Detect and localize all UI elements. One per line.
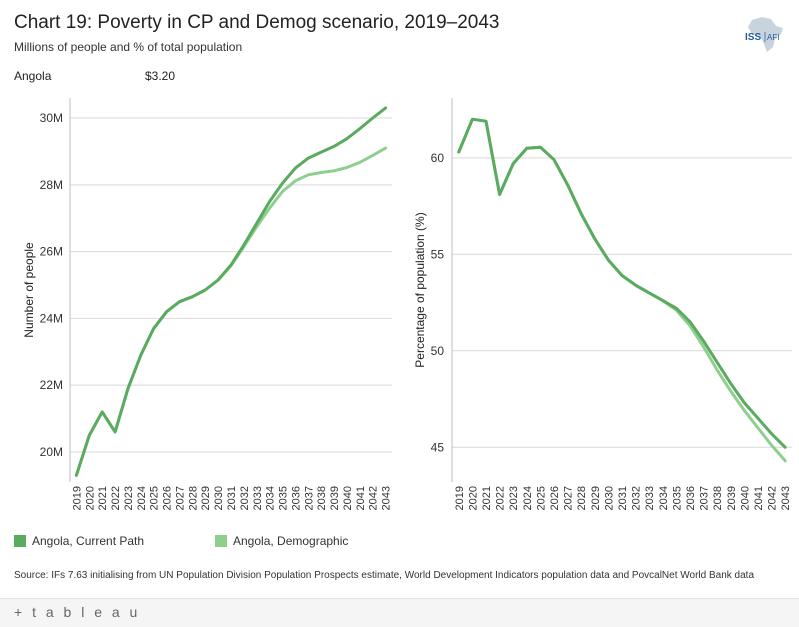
y-axis-label: Number of people bbox=[22, 242, 36, 338]
x-tick-label: 2034 bbox=[658, 486, 670, 510]
x-tick-label: 2022 bbox=[495, 486, 507, 510]
chart-subtitle: Millions of people and % of total popula… bbox=[14, 40, 243, 54]
tableau-footer: + t a b l e a u bbox=[0, 598, 799, 627]
x-tick-label: 2021 bbox=[481, 486, 493, 510]
x-tick-label: 2031 bbox=[617, 486, 629, 510]
x-tick-label: 2041 bbox=[355, 486, 367, 510]
x-tick-label: 2019 bbox=[454, 486, 466, 510]
x-tick-label: 2037 bbox=[699, 486, 711, 510]
chart-title: Chart 19: Poverty in CP and Demog scenar… bbox=[14, 12, 500, 33]
x-tick-label: 2036 bbox=[290, 486, 302, 510]
x-tick-label: 2023 bbox=[508, 486, 520, 510]
legend-item-demographic[interactable]: Angola, Demographic bbox=[215, 534, 348, 548]
iss-africa-logo: ISS AFI bbox=[745, 17, 783, 52]
x-tick-label: 2039 bbox=[329, 486, 341, 510]
x-tick-label: 2043 bbox=[381, 486, 393, 510]
x-tick-label: 2032 bbox=[631, 486, 643, 510]
y-tick-label: 45 bbox=[431, 440, 445, 454]
y-axis-label: Percentage of population (%) bbox=[413, 212, 427, 367]
chart-percentage: 45 50 55 60 Percentage of population (%) 2019… bbox=[413, 98, 792, 510]
x-tick-label: 2021 bbox=[97, 486, 109, 510]
x-tick-label: 2030 bbox=[213, 486, 225, 510]
x-tick-label: 2037 bbox=[303, 486, 315, 510]
y-tick-label: 28M bbox=[40, 178, 63, 192]
x-tick-label: 2024 bbox=[136, 486, 148, 510]
x-tick-label: 2032 bbox=[239, 486, 251, 510]
x-tick-label: 2033 bbox=[252, 486, 264, 510]
x-tick-label: 2040 bbox=[739, 486, 751, 510]
x-tick-label: 2034 bbox=[265, 486, 277, 510]
x-tick-label: 2026 bbox=[162, 486, 174, 510]
x-tick-label: 2029 bbox=[590, 486, 602, 510]
legend-label-demographic: Angola, Demographic bbox=[233, 534, 349, 548]
x-tick-label: 2027 bbox=[174, 486, 186, 510]
x-tick-label: 2039 bbox=[726, 486, 738, 510]
tableau-logo[interactable]: + t a b l e a u bbox=[14, 604, 141, 620]
x-tick-label: 2030 bbox=[603, 486, 615, 510]
y-tick-label: 55 bbox=[431, 247, 445, 261]
y-tick-label: 50 bbox=[431, 344, 445, 358]
y-tick-label: 30M bbox=[40, 111, 63, 125]
series-line-demographic[interactable] bbox=[457, 117, 787, 463]
x-tick-label: 2042 bbox=[368, 486, 380, 510]
x-tick-label: 2028 bbox=[187, 486, 199, 510]
x-tick-label: 2023 bbox=[123, 486, 135, 510]
x-tick-label: 2035 bbox=[671, 486, 683, 510]
threshold-label: $3.20 bbox=[145, 69, 176, 83]
x-tick-label: 2020 bbox=[84, 486, 96, 510]
y-tick-label: 60 bbox=[431, 151, 445, 165]
x-tick-label: 2031 bbox=[226, 486, 238, 510]
x-tick-label: 2043 bbox=[780, 486, 792, 510]
x-tick-label: 2036 bbox=[685, 486, 697, 510]
y-tick-label: 24M bbox=[40, 311, 63, 325]
x-tick-label: 2040 bbox=[342, 486, 354, 510]
series-line-current-path[interactable] bbox=[457, 117, 787, 449]
country-label: Angola bbox=[14, 69, 52, 83]
legend-label-current-path: Angola, Current Path bbox=[32, 534, 145, 548]
x-tick-label: 2026 bbox=[549, 486, 561, 510]
series-line-current-path[interactable] bbox=[74, 106, 388, 477]
source-note: Source: IFs 7.63 initialising from UN Po… bbox=[14, 570, 755, 581]
x-tick-label: 2038 bbox=[712, 486, 724, 510]
y-tick-label: 26M bbox=[40, 245, 63, 259]
x-tick-label: 2024 bbox=[522, 486, 534, 510]
x-tick-label: 2019 bbox=[71, 486, 83, 510]
africa-map-icon bbox=[748, 17, 783, 52]
x-tick-label: 2033 bbox=[644, 486, 656, 510]
x-tick-label: 2035 bbox=[278, 486, 290, 510]
x-tick-label: 2042 bbox=[767, 486, 779, 510]
series-line-demographic[interactable] bbox=[74, 146, 388, 477]
x-tick-label: 2029 bbox=[200, 486, 212, 510]
x-tick-label: 2038 bbox=[316, 486, 328, 510]
x-tick-label: 2022 bbox=[110, 486, 122, 510]
x-tick-label: 2028 bbox=[576, 486, 588, 510]
x-tick-label: 2020 bbox=[467, 486, 479, 510]
y-tick-label: 20M bbox=[40, 445, 63, 459]
legend-swatch-current-path bbox=[14, 535, 26, 547]
x-tick-label: 2041 bbox=[753, 486, 765, 510]
x-tick-label: 2027 bbox=[563, 486, 575, 510]
x-tick-label: 2025 bbox=[535, 486, 547, 510]
logo-text-iss: ISS bbox=[745, 32, 761, 43]
legend-item-current-path[interactable]: Angola, Current Path bbox=[14, 534, 144, 548]
logo-text-afi: AFI bbox=[767, 33, 779, 42]
legend-swatch-demographic bbox=[215, 535, 227, 547]
y-tick-label: 22M bbox=[40, 378, 63, 392]
x-tick-label: 2025 bbox=[149, 486, 161, 510]
